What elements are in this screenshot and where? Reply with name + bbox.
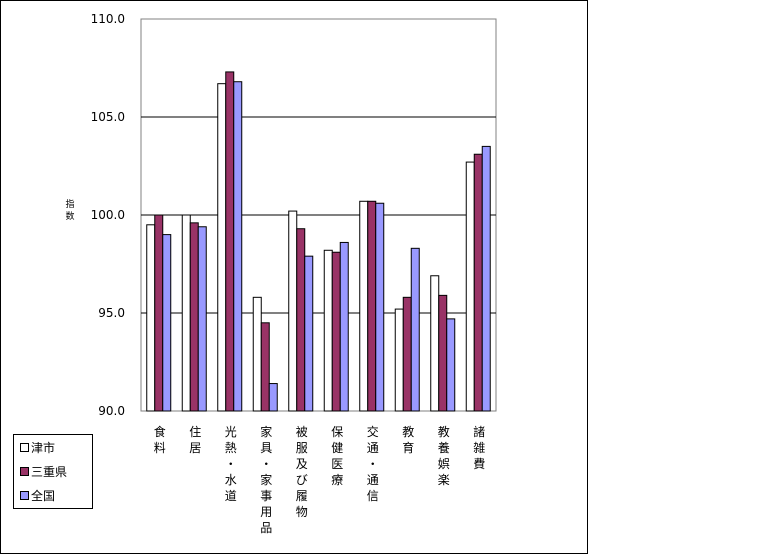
chart-frame: [0, 0, 588, 554]
y-axis-ticks: 90.0 95.0 100.0 105.0 110.0: [91, 12, 125, 418]
x-category-label: 家具・家事用品: [260, 424, 272, 535]
x-category-label: 教養娯楽: [438, 424, 450, 487]
bar: [252, 296, 262, 412]
legend: 津市 三重県 全国: [13, 434, 93, 509]
bar: [465, 161, 475, 412]
x-category-label: 保健医療: [331, 425, 343, 487]
x-category-label: 諸雑費: [473, 424, 485, 471]
bar: [154, 214, 164, 412]
y-tick-label: 90.0: [98, 404, 125, 418]
x-category-label: 住居: [189, 425, 201, 455]
bar: [410, 247, 420, 412]
bar: [430, 275, 440, 412]
x-category-label: 光熱・水道: [225, 425, 237, 503]
bar: [446, 318, 456, 412]
legend-label: 津市: [31, 440, 56, 455]
y-axis-label: 数: [65, 210, 74, 222]
x-category-label: 交通・通信: [367, 424, 379, 503]
bar: [233, 81, 243, 412]
bar: [331, 251, 341, 412]
bar: [473, 153, 483, 412]
x-category-label: 食料: [154, 424, 166, 455]
bar: [225, 71, 235, 412]
bar: [181, 214, 191, 412]
y-axis-label: 指: [65, 198, 74, 210]
bar: [339, 241, 349, 412]
legend-swatch: [20, 466, 29, 476]
bars: [146, 71, 491, 412]
bar: [402, 296, 412, 412]
bar: [197, 226, 207, 412]
y-tick-label: 100.0: [91, 208, 125, 222]
bar: [367, 200, 377, 412]
x-category-label: 教育: [402, 424, 414, 455]
legend-label: 全国: [31, 488, 56, 503]
legend-item: 全国: [20, 487, 55, 503]
bar: [260, 322, 270, 412]
legend-item: 津市: [20, 439, 55, 455]
bar: [323, 249, 333, 412]
bar: [481, 145, 491, 412]
bar: [394, 308, 404, 412]
y-tick-label: 95.0: [98, 306, 125, 320]
bar: [146, 224, 156, 412]
x-category-label: 被服及び履物: [296, 425, 308, 519]
bar: [375, 202, 385, 412]
bar: [288, 210, 298, 412]
y-tick-label: 105.0: [91, 110, 125, 124]
legend-item: 三重県: [20, 463, 67, 479]
y-tick-label: 110.0: [91, 12, 125, 26]
bar: [189, 222, 199, 412]
bar: [296, 228, 306, 412]
bar: [359, 200, 369, 412]
legend-swatch: [20, 490, 29, 500]
bar: [217, 83, 227, 412]
bar: [162, 234, 172, 412]
legend-label: 三重県: [31, 464, 68, 479]
bar: [268, 383, 278, 412]
legend-swatch: [20, 442, 29, 452]
bar: [304, 255, 314, 412]
bar: [438, 294, 448, 412]
